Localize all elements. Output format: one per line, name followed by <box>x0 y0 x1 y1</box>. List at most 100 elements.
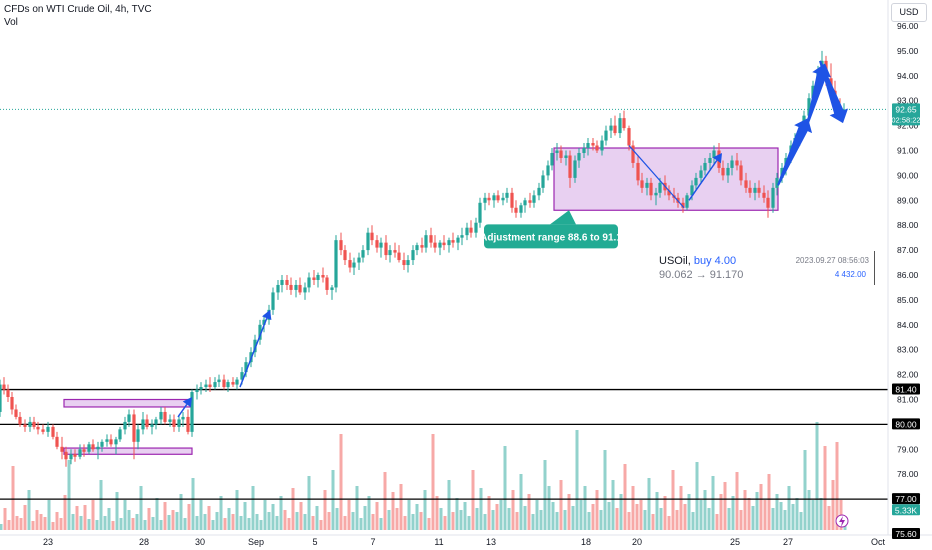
volume-bar <box>715 514 719 530</box>
candle-body <box>402 260 406 266</box>
volume-bar <box>295 512 299 530</box>
volume-bar <box>163 502 167 530</box>
candle-body <box>519 205 523 213</box>
candle-body <box>667 190 671 196</box>
price-badge-label: 92.65 <box>895 104 917 114</box>
candle-body <box>451 240 455 243</box>
volume-bar <box>239 516 243 530</box>
volume-bar <box>447 480 451 530</box>
volume-bar <box>619 494 623 530</box>
candle-body <box>559 150 563 158</box>
price-tick-label: 95.00 <box>897 46 919 56</box>
candle-body <box>609 125 613 131</box>
candle-body <box>487 197 491 201</box>
candle-body <box>442 242 446 246</box>
price-badge <box>892 504 920 516</box>
volume-bar <box>215 512 219 530</box>
candle-body <box>568 155 572 178</box>
candle-body <box>64 451 68 460</box>
symbol-title[interactable]: CFDs on WTI Crude Oil, 4h, TVC <box>4 4 152 15</box>
trend-arrow <box>777 118 813 186</box>
candle-body <box>330 287 334 290</box>
price-badge-label: 77.00 <box>895 494 917 504</box>
candle-body <box>285 279 289 285</box>
price-badge <box>892 383 920 395</box>
volume-bar <box>111 521 115 530</box>
volume-bar <box>0 524 3 530</box>
candle-body <box>289 284 293 290</box>
volume-indicator-label[interactable]: Vol <box>4 17 18 28</box>
candle-body <box>586 143 590 149</box>
candle-body <box>406 260 410 266</box>
candle-body <box>429 235 433 243</box>
volume-bar <box>383 472 387 530</box>
candle-body <box>618 118 622 134</box>
candle-body <box>136 429 140 442</box>
volume-bar <box>123 500 127 530</box>
candle-body <box>168 419 172 422</box>
time-tick-label: 28 <box>139 537 149 547</box>
volume-bar <box>759 484 763 530</box>
volume-bar <box>707 508 711 530</box>
volume-bar <box>823 446 827 530</box>
candle-body <box>415 245 419 251</box>
volume-bar <box>199 500 203 530</box>
volume-bar <box>439 508 443 530</box>
currency-button[interactable]: USD <box>891 3 927 22</box>
volume-bar <box>567 494 571 530</box>
candle-body <box>555 150 559 153</box>
candle-body <box>699 170 703 178</box>
candle-body <box>640 180 644 188</box>
candle-body <box>46 426 50 432</box>
candle-body <box>811 85 815 99</box>
price-tick-label: 79.00 <box>897 444 919 454</box>
volume-bar <box>827 506 831 530</box>
volume-bar <box>367 496 371 530</box>
volume-bar <box>535 500 539 530</box>
volume-bar <box>143 520 147 530</box>
volume-bar <box>515 512 519 530</box>
volume-bar <box>491 510 495 530</box>
candle-body <box>195 389 199 393</box>
volume-bar <box>659 508 663 530</box>
price-tick-label: 84.00 <box>897 320 919 330</box>
price-badge <box>892 527 920 539</box>
volume-bar <box>403 516 407 530</box>
volume-bar <box>663 496 667 530</box>
trend-arrow-head <box>712 152 722 164</box>
price-tick-label: 96.00 <box>897 21 919 31</box>
volume-bar <box>319 520 323 530</box>
volume-bar <box>687 494 691 530</box>
volume-bar <box>507 508 511 530</box>
price-badge <box>892 493 920 505</box>
candle-body <box>280 279 284 285</box>
candle-body <box>294 284 298 290</box>
volume-bar <box>703 490 707 530</box>
volume-bar <box>815 422 819 530</box>
candle-body <box>388 250 392 256</box>
price-tick-label: 85.00 <box>897 295 919 305</box>
candle-body <box>87 444 91 452</box>
time-axis[interactable]: 23 28 30 Sep 5 7 11 13 18 20 25 27 Oct <box>0 534 932 547</box>
candle-body <box>36 426 40 430</box>
candle-body <box>41 429 45 432</box>
candle-body <box>163 411 167 422</box>
price-badge-label: 81.40 <box>895 385 917 395</box>
price-axis[interactable]: 96.00 95.00 94.00 93.00 92.00 91.00 90.00 89.00… <box>887 0 932 550</box>
candle-body <box>762 192 766 198</box>
candle-body <box>2 384 6 390</box>
candle-body <box>303 287 307 293</box>
candle-body <box>744 180 748 188</box>
order-info-panel[interactable]: USOil, buy 4.00 90.062 → 91.170 2023.09.… <box>651 251 875 285</box>
candle-body <box>262 319 266 325</box>
volume-bar <box>91 500 95 530</box>
volume-bar <box>243 502 247 530</box>
volume-bar <box>311 516 315 530</box>
volume-bar <box>23 505 27 530</box>
candle-body <box>721 167 725 176</box>
price-tick-label: 83.00 <box>897 345 919 355</box>
volume-bar <box>363 506 367 530</box>
volume-bar <box>127 510 131 530</box>
